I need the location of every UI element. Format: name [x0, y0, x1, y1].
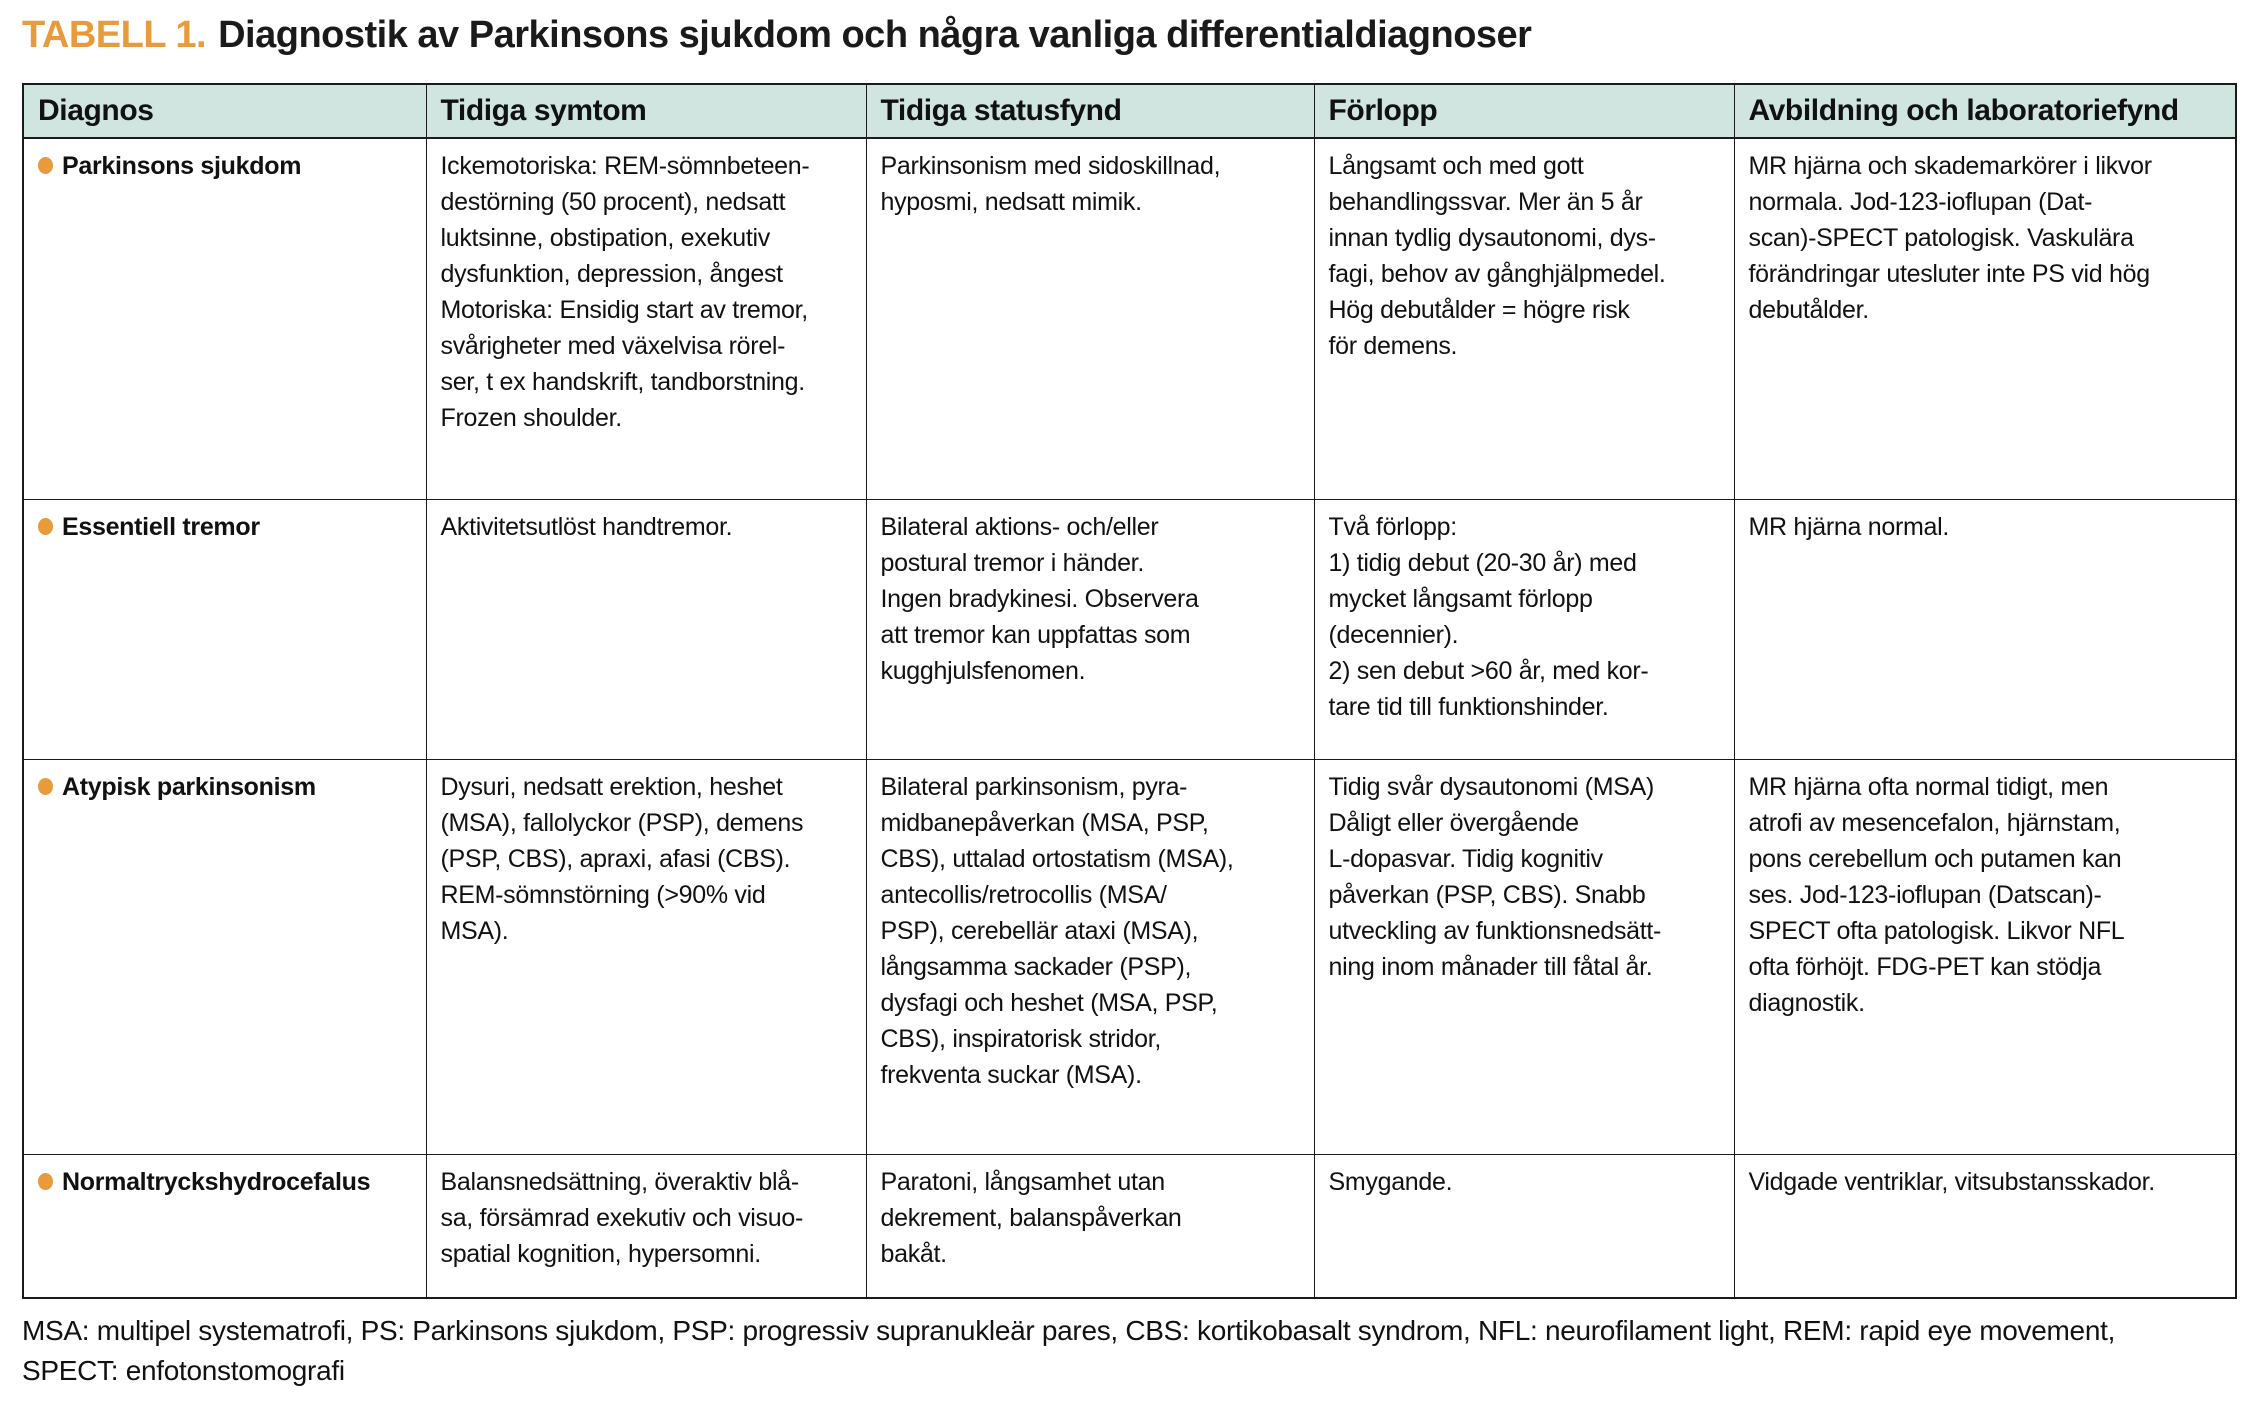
- table-number-label: TABELL 1.: [22, 14, 207, 56]
- diagnosis-cell-parkinsons: Parkinsons sjukdom: [22, 137, 427, 500]
- header-row: Diagnos Tidiga symtom Tidiga statusfynd …: [22, 83, 2237, 139]
- column-header-tidiga-symtom: Tidiga symtom: [425, 83, 867, 139]
- bullet-icon: [38, 777, 53, 795]
- cell-statusfynd: Bilateral parkinsonism, pyra- midbanepåv…: [865, 758, 1315, 1155]
- abbreviations-footnote: MSA: multipel systematrofi, PS: Parkinso…: [22, 1315, 2116, 1386]
- table-title-text: Diagnostik av Parkinsons sjukdom och någ…: [218, 14, 1532, 56]
- cell-forlopp: Smygande.: [1313, 1153, 1735, 1299]
- column-header-diagnos: Diagnos: [22, 83, 427, 139]
- cell-forlopp: Tidig svår dysautonomi (MSA) Dåligt elle…: [1313, 758, 1735, 1155]
- cell-avbildning: MR hjärna ofta normal tidigt, men atrofi…: [1733, 758, 2237, 1155]
- column-header-tidiga-statusfynd: Tidiga statusfynd: [865, 83, 1315, 139]
- cell-symtom: Dysuri, nedsatt erektion, heshet (MSA), …: [425, 758, 867, 1155]
- cell-avbildning: MR hjärna och skademarkörer i likvor nor…: [1733, 137, 2237, 500]
- cell-statusfynd: Paratoni, långsamhet utan dekrement, bal…: [865, 1153, 1315, 1299]
- column-header-forlopp: Förlopp: [1313, 83, 1735, 139]
- diagnosis-cell-essentiell-tremor: Essentiell tremor: [22, 498, 427, 760]
- cell-statusfynd: Parkinsonism med sidoskillnad, hyposmi, …: [865, 137, 1315, 500]
- cell-avbildning: Vidgade ventriklar, vitsubstansskador.: [1733, 1153, 2237, 1299]
- table-row: Normaltryckshydrocefalus Balansnedsättni…: [22, 1153, 2237, 1299]
- cell-forlopp: Långsamt och med gott behandlingssvar. M…: [1313, 137, 1735, 500]
- diagnosis-cell-atypisk-parkinsonism: Atypisk parkinsonism: [22, 758, 427, 1155]
- bullet-icon: [38, 157, 53, 174]
- diagnosis-label: Essentiell tremor: [62, 512, 260, 541]
- bullet-icon: [38, 517, 53, 535]
- bullet-icon: [38, 1172, 53, 1190]
- diagnosis-cell-normaltryckshydrocefalus: Normaltryckshydrocefalus: [22, 1153, 427, 1299]
- cell-avbildning: MR hjärna normal.: [1733, 498, 2237, 760]
- diagnosis-label: Parkinsons sjukdom: [62, 152, 302, 180]
- column-header-avbildning: Avbildning och laboratoriefynd: [1733, 83, 2237, 139]
- cell-symtom: Ickemotoriska: REM-sömnbeteen- destörnin…: [425, 137, 867, 500]
- diagnosis-label: Normaltryckshydrocefalus: [62, 1167, 371, 1196]
- table-title: TABELL 1. Diagnostik av Parkinsons sjukdo…: [22, 14, 2241, 57]
- diagnostics-table: Diagnos Tidiga symtom Tidiga statusfynd …: [22, 83, 2237, 1299]
- cell-forlopp: Två förlopp: 1) tidig debut (20-30 år) m…: [1313, 498, 1735, 760]
- table-row: Atypisk parkinsonism Dysuri, nedsatt ere…: [22, 758, 2237, 1155]
- table-row: Parkinsons sjukdom Ickemotoriska: REM-sö…: [22, 137, 2237, 500]
- cell-symtom: Aktivitetsutlöst handtremor.: [425, 498, 867, 760]
- table-row: Essentiell tremor Aktivitetsutlöst handt…: [22, 498, 2237, 760]
- cell-statusfynd: Bilateral aktions- och/eller postural tr…: [865, 498, 1315, 760]
- diagnosis-label: Atypisk parkinsonism: [62, 772, 316, 801]
- cell-symtom: Balansnedsättning, överaktiv blå- sa, fö…: [425, 1153, 867, 1299]
